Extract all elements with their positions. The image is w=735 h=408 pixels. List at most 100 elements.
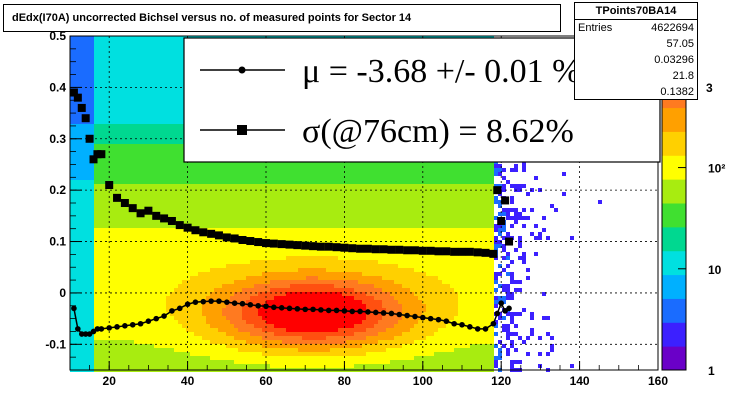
heatmap-cell xyxy=(154,252,158,256)
heatmap-cell xyxy=(214,340,218,344)
heatmap-cell xyxy=(190,348,194,352)
heatmap-cell xyxy=(174,320,178,324)
heatmap-cell xyxy=(286,272,290,276)
heatmap-cell xyxy=(106,260,110,264)
heatmap-cell xyxy=(202,356,206,360)
heatmap-cell xyxy=(122,360,126,364)
heatmap-cell xyxy=(86,60,90,64)
heatmap-cell xyxy=(74,68,78,72)
heatmap-cell xyxy=(174,232,178,236)
heatmap-cell xyxy=(170,144,174,148)
heatmap-cell xyxy=(302,336,306,340)
heatmap-cell xyxy=(210,356,214,360)
heatmap-cell xyxy=(254,356,258,360)
heatmap-cell xyxy=(130,192,134,196)
heatmap-cell xyxy=(274,232,278,236)
heatmap-cell xyxy=(162,160,166,164)
heatmap-cell xyxy=(150,332,154,336)
heatmap-cell xyxy=(82,68,86,72)
heatmap-cell xyxy=(142,312,146,316)
heatmap-cell xyxy=(158,324,162,328)
heatmap-cell xyxy=(70,204,74,208)
heatmap-cell xyxy=(122,228,126,232)
heatmap-cell xyxy=(82,44,86,48)
heatmap-cell xyxy=(134,224,138,228)
heatmap-cell xyxy=(170,152,174,156)
heatmap-cell xyxy=(258,232,262,236)
heatmap-cell xyxy=(90,252,94,256)
heatmap-cell xyxy=(210,272,214,276)
heatmap-cell xyxy=(270,292,274,296)
heatmap-cell xyxy=(74,132,78,136)
heatmap-cell xyxy=(142,336,146,340)
heatmap-cell xyxy=(114,148,118,152)
heatmap-cell xyxy=(130,316,134,320)
heatmap-cell xyxy=(222,204,226,208)
heatmap-cell xyxy=(90,204,94,208)
heatmap-cell xyxy=(190,244,194,248)
heatmap-cell xyxy=(170,228,174,232)
heatmap-cell xyxy=(122,244,126,248)
heatmap-cell xyxy=(154,56,158,60)
heatmap-cell xyxy=(286,360,290,364)
heatmap-cell xyxy=(274,300,278,304)
heatmap-cell xyxy=(114,352,118,356)
heatmap-cell xyxy=(118,340,122,344)
heatmap-cell xyxy=(150,148,154,152)
heatmap-cell xyxy=(98,116,102,120)
heatmap-cell xyxy=(138,244,142,248)
heatmap-cell xyxy=(154,60,158,64)
heatmap-cell xyxy=(170,204,174,208)
heatmap-cell xyxy=(246,248,250,252)
heatmap-cell xyxy=(294,284,298,288)
heatmap-cell xyxy=(130,116,134,120)
heatmap-cell xyxy=(222,180,226,184)
heatmap-cell xyxy=(178,96,182,100)
heatmap-cell xyxy=(98,308,102,312)
heatmap-cell xyxy=(94,64,98,68)
heatmap-cell xyxy=(274,288,278,292)
heatmap-cell xyxy=(78,248,82,252)
heatmap-cell xyxy=(162,72,166,76)
heatmap-cell xyxy=(158,356,162,360)
heatmap-cell xyxy=(222,312,226,316)
heatmap-cell xyxy=(286,280,290,284)
heatmap-cell xyxy=(122,104,126,108)
heatmap-cell xyxy=(142,64,146,68)
heatmap-cell xyxy=(94,268,98,272)
heatmap-cell xyxy=(122,296,126,300)
heatmap-cell xyxy=(242,168,246,172)
heatmap-cell xyxy=(126,64,130,68)
heatmap-cell xyxy=(286,204,290,208)
heatmap-cell xyxy=(174,104,178,108)
heatmap-cell xyxy=(146,316,150,320)
heatmap-cell xyxy=(130,228,134,232)
heatmap-cell xyxy=(110,56,114,60)
heatmap-cell xyxy=(98,268,102,272)
heatmap-cell xyxy=(114,240,118,244)
heatmap-cell xyxy=(274,356,278,360)
heatmap-cell xyxy=(182,324,186,328)
heatmap-cell xyxy=(294,296,298,300)
heatmap-cell xyxy=(198,268,202,272)
heatmap-cell xyxy=(146,60,150,64)
heatmap-cell xyxy=(294,180,298,184)
heatmap-cell xyxy=(122,108,126,112)
heatmap-cell xyxy=(282,356,286,360)
heatmap-cell xyxy=(246,256,250,260)
heatmap-cell xyxy=(262,336,266,340)
heatmap-cell xyxy=(114,232,118,236)
heatmap-cell xyxy=(174,276,178,280)
heatmap-cell xyxy=(298,268,302,272)
heatmap-cell xyxy=(182,192,186,196)
heatmap-cell xyxy=(302,188,306,192)
heatmap-cell xyxy=(86,112,90,116)
heatmap-cell xyxy=(262,356,266,360)
heatmap-cell xyxy=(70,184,74,188)
heatmap-cell xyxy=(214,348,218,352)
heatmap-cell xyxy=(262,284,266,288)
heatmap-cell xyxy=(218,204,222,208)
heatmap-cell xyxy=(262,236,266,240)
heatmap-cell xyxy=(110,272,114,276)
heatmap-cell xyxy=(110,352,114,356)
